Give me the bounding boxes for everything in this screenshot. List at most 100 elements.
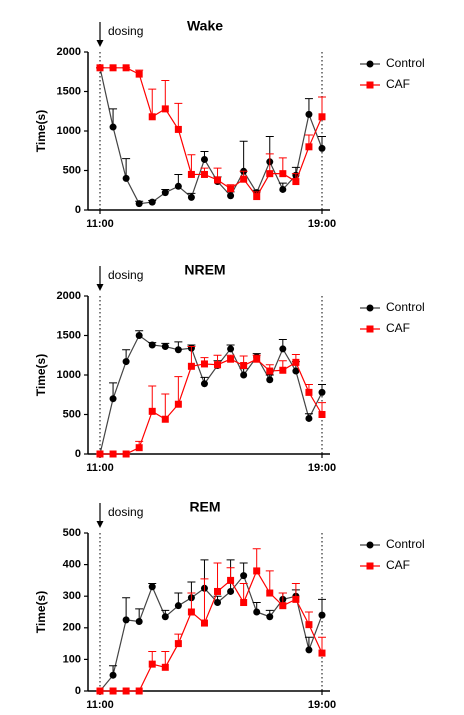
y-tick-label: 2000 [57, 46, 81, 58]
legend-label: CAF [386, 558, 410, 572]
marker [318, 113, 326, 121]
marker [318, 611, 326, 619]
marker [318, 411, 326, 418]
marker [187, 608, 195, 616]
marker [266, 613, 274, 621]
marker [305, 414, 313, 422]
chart-title: REM [189, 499, 220, 515]
y-tick-label: 400 [63, 559, 81, 571]
y-tick-label: 0 [75, 448, 81, 460]
error-bar [265, 570, 274, 594]
marker [135, 617, 143, 625]
error-bar [148, 385, 157, 412]
x-tick-label: 11:00 [86, 699, 114, 711]
chart-title: Wake [187, 18, 223, 34]
series-line [99, 574, 323, 692]
panel: REM dosing Time(s) 0 100 200 300 400 500 11:00 19:… [34, 499, 425, 711]
legend-marker [366, 304, 374, 312]
marker [109, 450, 117, 458]
legend-marker [366, 541, 374, 549]
error-bar [174, 102, 183, 130]
panel: Wake dosing Time(s) 0 500 1000 1500 2000 11:00 19… [34, 18, 425, 230]
marker [135, 332, 143, 339]
legend-label: CAF [386, 77, 410, 91]
error-bar [161, 393, 170, 420]
y-tick-label: 1000 [57, 125, 81, 137]
y-tick-label: 500 [63, 164, 81, 176]
legend-label: Control [386, 300, 425, 314]
y-tick-label: 1500 [57, 329, 81, 341]
marker [200, 380, 208, 388]
marker [148, 198, 156, 206]
marker [109, 395, 117, 403]
error-bar [239, 140, 248, 172]
marker [240, 371, 248, 379]
marker [161, 105, 169, 113]
marker [135, 70, 143, 78]
y-tick-label: 500 [63, 408, 81, 420]
error-bar [252, 548, 261, 571]
marker [253, 608, 261, 616]
marker [266, 170, 274, 178]
marker [161, 343, 169, 351]
marker [305, 388, 313, 396]
marker [200, 155, 208, 163]
marker [305, 110, 313, 118]
error-bar [200, 578, 209, 624]
marker [135, 200, 143, 208]
marker [200, 360, 208, 368]
marker [266, 589, 274, 597]
marker [122, 64, 130, 72]
marker [174, 602, 182, 610]
arrow-head [96, 40, 104, 47]
marker [96, 64, 104, 72]
marker [292, 358, 300, 366]
marker [305, 621, 313, 629]
marker [148, 583, 156, 591]
marker [135, 444, 143, 452]
marker [122, 358, 130, 366]
y-tick-label: 300 [63, 590, 81, 602]
marker [109, 64, 117, 72]
error-bar [174, 376, 183, 405]
marker [227, 185, 235, 193]
marker [174, 182, 182, 190]
marker [227, 576, 235, 584]
legend-label: Control [386, 56, 425, 70]
marker [148, 660, 156, 668]
marker [318, 144, 326, 152]
y-tick-label: 0 [75, 685, 81, 697]
marker [161, 663, 169, 671]
x-tick-label: 19:00 [308, 462, 336, 474]
series-line [100, 569, 323, 692]
annotation: dosing [108, 505, 143, 519]
marker [240, 175, 248, 183]
marker [148, 407, 156, 415]
marker [305, 646, 313, 654]
marker [200, 619, 208, 627]
y-tick-label: 1000 [57, 369, 81, 381]
series-line [100, 67, 323, 198]
marker [187, 193, 195, 201]
marker [96, 687, 104, 695]
y-tick-label: 1500 [57, 85, 81, 97]
marker [161, 189, 169, 197]
marker [266, 367, 274, 375]
marker [227, 355, 235, 363]
marker [214, 176, 222, 184]
marker [279, 602, 287, 610]
marker [187, 170, 195, 178]
legend-label: Control [386, 537, 425, 551]
y-axis-label: Time(s) [34, 591, 48, 633]
marker [240, 362, 248, 370]
marker [187, 362, 195, 370]
marker [148, 113, 156, 121]
marker [266, 376, 274, 384]
marker [253, 567, 261, 575]
marker [174, 125, 182, 133]
series-line [99, 67, 323, 205]
marker [279, 185, 287, 193]
marker [161, 613, 169, 621]
marker [214, 361, 222, 369]
